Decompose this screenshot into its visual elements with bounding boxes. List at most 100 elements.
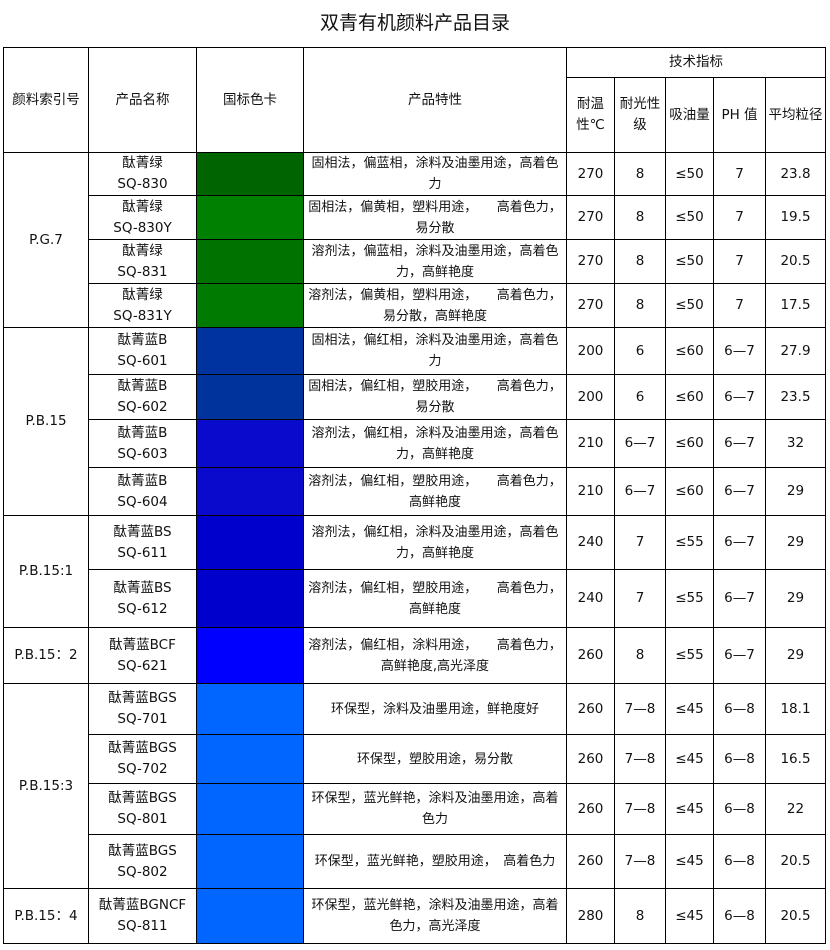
spec-light: 8 xyxy=(614,152,666,196)
spec-heat: 240 xyxy=(566,569,615,628)
header-tech: 技术指标 xyxy=(566,47,826,78)
product-feature: 溶剂法，偏红相，涂料用途， 高着色力，高鲜艳度,高光泽度 xyxy=(303,627,567,684)
header-name: 产品名称 xyxy=(88,47,197,153)
color-swatch xyxy=(196,239,304,284)
spec-oil: ≤50 xyxy=(665,152,714,196)
product-code: SQ-611 xyxy=(117,544,168,561)
header-oil: 吸油量 xyxy=(665,77,714,153)
spec-ph: 6—7 xyxy=(713,374,766,420)
header-light: 耐光性级 xyxy=(614,77,666,153)
spec-heat: 210 xyxy=(566,419,615,468)
spec-size: 18.1 xyxy=(765,683,826,735)
product-name-text: 酞菁蓝BCF xyxy=(109,636,176,653)
table-row: 酞菁蓝BS SQ-612 溶剂法，偏红相，塑胶用途， 高着色力，高鲜艳度 240 7 ≤5… xyxy=(4,569,826,628)
table-row: 酞菁蓝BGS SQ-702 环保型，塑胶用途，易分散 260 7—8 ≤45 6—8 16.5 xyxy=(4,734,826,784)
spec-light: 6—7 xyxy=(614,419,666,468)
header-heat: 耐温性℃ xyxy=(566,77,615,153)
table-row: P.G.7 酞菁绿 SQ-830 固相法，偏蓝相，涂料及油墨用途，高着色力 270 8 ≤5… xyxy=(3,152,826,328)
spec-heat: 260 xyxy=(566,783,615,835)
product-name: 酞菁蓝B SQ-603 xyxy=(88,419,197,468)
product-code: SQ-830Y xyxy=(113,219,172,236)
product-catalog-table: 颜料索引号 产品名称 国标色卡 产品特性 技术指标 耐温性℃ 耐光性级 吸油量 … xyxy=(3,47,826,944)
spec-light: 8 xyxy=(614,195,666,240)
color-swatch xyxy=(196,327,304,375)
spec-ph: 6—7 xyxy=(713,467,766,516)
spec-light: 7 xyxy=(614,569,666,628)
spec-oil: ≤60 xyxy=(665,327,714,375)
spec-size: 19.5 xyxy=(765,195,826,240)
product-name-text: 酞菁绿 xyxy=(122,198,163,215)
product-feature: 溶剂法，偏红相，涂料及油墨用途，高着色力，高鲜艳度 xyxy=(303,419,567,468)
product-name-text: 酞菁蓝B xyxy=(117,332,168,348)
spec-size: 29 xyxy=(765,515,826,570)
color-swatch xyxy=(196,783,304,835)
header-size: 平均粒径 xyxy=(765,77,826,153)
color-swatch xyxy=(196,152,304,196)
spec-heat: 270 xyxy=(566,239,615,284)
spec-oil: ≤60 xyxy=(665,374,714,420)
product-code: SQ-811 xyxy=(117,918,168,934)
spec-oil: ≤55 xyxy=(665,569,714,628)
color-swatch xyxy=(196,834,304,889)
spec-oil: ≤45 xyxy=(665,783,714,835)
header-color: 国标色卡 xyxy=(196,47,304,153)
product-name: 酞菁蓝BGS SQ-802 xyxy=(88,834,197,889)
spec-light: 8 xyxy=(614,627,666,684)
pigment-index: P.B.15：2 xyxy=(3,627,89,684)
spec-light: 6 xyxy=(614,374,666,420)
product-feature: 环保型，塑胶用途，易分散 xyxy=(303,734,567,784)
product-feature: 环保型，涂料及油墨用途，鲜艳度好 xyxy=(303,683,567,735)
spec-ph: 6—7 xyxy=(713,419,766,468)
spec-ph: 6—8 xyxy=(713,734,766,784)
product-code: SQ-830 xyxy=(117,176,168,192)
product-feature: 溶剂法，偏红相，涂料及油墨用途，高着色力，高鲜艳度 xyxy=(303,515,567,570)
table-row: 酞菁绿 SQ-830Y 固相法，偏黄相，塑料用途， 高着色力，易分散 270 8 ≤50 7… xyxy=(4,195,826,240)
spec-light: 6—7 xyxy=(614,467,666,516)
color-swatch xyxy=(196,374,304,420)
product-feature: 溶剂法，偏蓝相，涂料及油墨用途，高着色力，高鲜艳度 xyxy=(303,239,567,284)
product-name: 酞菁蓝BS SQ-611 xyxy=(88,515,197,570)
table-row: P.B.15:1 酞菁蓝BS SQ-611 溶剂法，偏红相，涂料及油墨用途，高着色力，… xyxy=(3,515,826,628)
spec-size: 32 xyxy=(765,419,826,468)
spec-size: 20.5 xyxy=(765,888,826,944)
table-row: 酞菁蓝BGS SQ-801 环保型，蓝光鲜艳，涂料及油墨用途，高着色力 260 7—8 ≤… xyxy=(4,783,826,835)
spec-ph: 6—8 xyxy=(713,683,766,735)
spec-light: 7 xyxy=(614,515,666,570)
product-code: SQ-603 xyxy=(117,445,168,462)
spec-size: 20.5 xyxy=(765,834,826,889)
product-name: 酞菁蓝B SQ-604 xyxy=(88,467,197,516)
spec-ph: 7 xyxy=(713,195,766,240)
product-feature: 溶剂法，偏红相，塑胶用途， 高着色力，高鲜艳度 xyxy=(303,467,567,516)
pigment-index: P.B.15:1 xyxy=(3,515,89,628)
spec-oil: ≤50 xyxy=(665,283,714,328)
spec-heat: 270 xyxy=(566,195,615,240)
product-feature: 环保型，蓝光鲜艳，涂料及油墨用途，高着色力，高光泽度 xyxy=(303,888,567,944)
pigment-index: P.B.15:3 xyxy=(3,683,89,889)
spec-size: 17.5 xyxy=(765,283,826,328)
product-name-text: 酞菁蓝BGNCF xyxy=(98,897,187,913)
spec-heat: 280 xyxy=(566,888,615,944)
spec-ph: 6—7 xyxy=(713,569,766,628)
table-row: P.B.15：4 酞菁蓝BGNCF SQ-811 环保型，蓝光鲜艳，涂料及油墨用途，高… xyxy=(3,888,826,944)
product-feature: 固相法，偏红相，涂料及油墨用途，高着色力 xyxy=(303,327,567,375)
color-swatch xyxy=(196,627,304,684)
spec-ph: 6—7 xyxy=(713,627,766,684)
pigment-index: P.B.15：4 xyxy=(3,888,89,944)
pigment-index: P.G.7 xyxy=(3,152,89,328)
spec-size: 22 xyxy=(765,783,826,835)
product-name: 酞菁绿 SQ-831 xyxy=(88,239,197,284)
product-name-text: 酞菁绿 xyxy=(122,155,163,171)
spec-ph: 7 xyxy=(713,239,766,284)
spec-heat: 240 xyxy=(566,515,615,570)
product-name-text: 酞菁绿 xyxy=(122,242,163,259)
document-title: 双青有机颜料产品目录 xyxy=(319,12,510,34)
table-row: 酞菁绿 SQ-831 溶剂法，偏蓝相，涂料及油墨用途，高着色力，高鲜艳度 270 8 ≤5… xyxy=(4,239,826,284)
product-code: SQ-802 xyxy=(117,863,168,880)
product-name-text: 酞菁蓝B xyxy=(117,424,168,441)
product-feature: 固相法，偏黄相，塑料用途， 高着色力，易分散 xyxy=(303,195,567,240)
product-feature: 固相法，偏蓝相，涂料及油墨用途，高着色力 xyxy=(303,152,567,196)
table-row: P.B.15:3 酞菁蓝BGS SQ-701 环保型，涂料及油墨用途，鲜艳度好 260 7… xyxy=(3,683,826,889)
spec-ph: 6—7 xyxy=(713,515,766,570)
spec-size: 16.5 xyxy=(765,734,826,784)
spec-light: 7—8 xyxy=(614,734,666,784)
